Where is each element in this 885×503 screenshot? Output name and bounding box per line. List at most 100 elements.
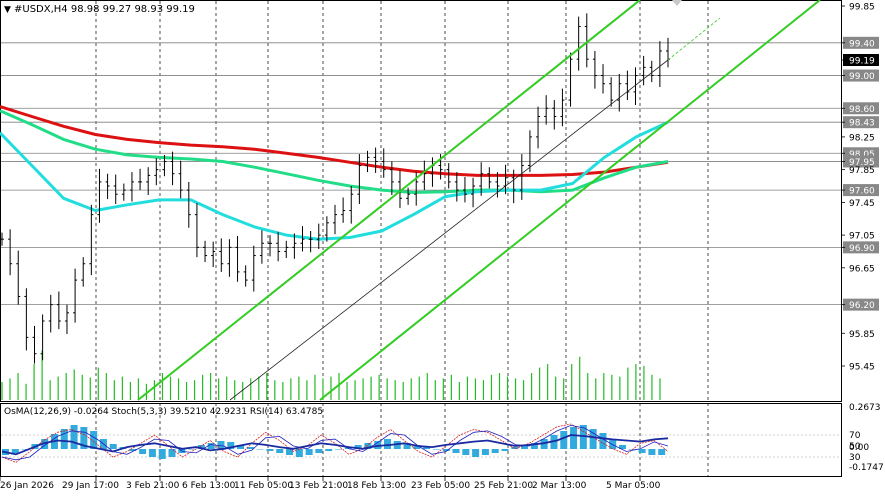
indicator-axis-label-1: 70	[849, 431, 861, 441]
price-bar-23	[186, 181, 191, 228]
osma-bar-61	[599, 433, 607, 449]
price-bar-35	[284, 240, 289, 258]
price-axis-label-1: 99.40	[849, 39, 875, 49]
osma-bar-39	[383, 439, 391, 449]
osma-bar-15	[148, 449, 156, 457]
price-bar-72	[584, 13, 589, 68]
price-bar-59	[479, 162, 484, 196]
osma-bar-66	[648, 449, 656, 455]
indicator-axis-label-4: 0.00	[849, 443, 869, 453]
price-label-bg-2	[843, 54, 879, 66]
price-axis-label-17: 95.45	[849, 363, 875, 373]
price-bar-1	[8, 229, 13, 276]
price-bar-31	[251, 245, 256, 292]
price-axis-label-11: 97.45	[849, 199, 875, 209]
osma-bar-45	[442, 449, 450, 451]
price-bar-47	[381, 148, 386, 178]
time-axis-label-1: 29 Jan 17:00	[62, 481, 119, 491]
osma-bar-34	[335, 449, 342, 450]
price-bar-50	[406, 187, 411, 205]
price-bar-56	[454, 172, 459, 202]
osma-bar-63	[619, 445, 627, 449]
price-bar-55	[446, 163, 451, 189]
osma-bar-2	[21, 449, 29, 450]
price-bar-46	[373, 147, 378, 173]
price-bar-7	[56, 291, 61, 330]
osma-bar-42	[413, 445, 421, 449]
price-label-bg-5	[843, 116, 879, 129]
price-bar-61	[495, 172, 500, 198]
price-axis-label-13: 96.90	[849, 244, 875, 254]
price-bar-36	[292, 233, 297, 259]
osma-bar-57	[560, 431, 568, 449]
indicator-frame	[0, 403, 842, 477]
price-bar-22	[178, 160, 183, 199]
osma-bar-7	[70, 425, 78, 449]
price-bar-6	[48, 294, 53, 333]
price-bar-12	[97, 168, 102, 223]
price-axis-label-16: 95.85	[849, 330, 875, 340]
price-bar-13	[105, 173, 110, 200]
price-bar-58	[471, 177, 476, 208]
price-bar-26	[211, 241, 216, 267]
osma-bar-62	[609, 439, 617, 449]
level-lines-layer	[1, 42, 841, 306]
trend-line-2[interactable]	[229, 59, 669, 401]
price-bar-74	[601, 64, 606, 94]
trend-lines-layer[interactable]	[137, 0, 821, 401]
price-axis-label-0: 99.85	[849, 3, 875, 13]
price-bar-64	[519, 154, 524, 200]
symbol-caret-icon: ▼	[4, 5, 11, 15]
indicator-axis-label-3: 30	[849, 453, 861, 463]
price-bar-48	[389, 161, 394, 195]
trend-line-1[interactable]	[319, 0, 821, 401]
price-axis-label-5: 98.43	[849, 119, 875, 129]
osma-bar-6	[60, 429, 68, 449]
osma-bar-48	[472, 449, 480, 457]
time-axis-label-7: 23 Feb 05:00	[411, 481, 470, 491]
osma-bar-29	[286, 449, 294, 455]
price-bar-81	[657, 41, 662, 87]
price-bar-40	[324, 216, 329, 242]
trend-line-0[interactable]	[137, 0, 641, 401]
price-bar-34	[276, 231, 281, 262]
osma-bar-33	[325, 449, 333, 451]
price-bar-77	[625, 70, 630, 101]
osma-bar-46	[452, 449, 460, 453]
price-bar-76	[617, 73, 622, 112]
price-bar-80	[649, 60, 654, 83]
osma-bar-14	[139, 449, 147, 454]
price-bar-67	[544, 95, 549, 125]
volume-bars-layer	[1, 350, 661, 400]
moving-average-1	[0, 109, 669, 194]
price-axis-label-8: 97.95	[849, 158, 875, 168]
price-bar-20	[162, 154, 167, 177]
price-bar-71	[576, 16, 581, 71]
osma-bar-8	[80, 427, 88, 449]
price-axis-label-15: 96.20	[849, 301, 875, 311]
osma-bar-9	[90, 431, 98, 449]
osma-bar-49	[481, 449, 489, 455]
osma-bar-53	[521, 445, 529, 449]
price-bar-43	[349, 186, 354, 224]
indicator-layer	[1, 423, 841, 463]
price-label-bg-8	[843, 155, 879, 168]
price-bar-8	[64, 304, 69, 335]
price-axis: 99.85 99.40 99.19 99.00 98.60 98.43 98.25 98.05…	[841, 3, 879, 373]
osma-bar-28	[276, 449, 284, 453]
price-bar-24	[194, 203, 199, 258]
osma-bar-25	[246, 447, 254, 449]
price-bar-3	[24, 288, 29, 351]
grid-layer	[95, 1, 709, 476]
price-bar-33	[268, 235, 273, 257]
price-bar-17	[138, 168, 143, 191]
shift-marker-icon[interactable]	[672, 0, 682, 6]
osma-bar-58	[570, 427, 578, 449]
price-axis-label-14: 96.65	[849, 264, 875, 274]
indicator-axis-label-0: 0.2673	[849, 403, 881, 413]
price-bar-14	[113, 174, 118, 204]
price-axis-label-2: 99.19	[849, 57, 875, 67]
osma-bar-26	[256, 449, 264, 450]
